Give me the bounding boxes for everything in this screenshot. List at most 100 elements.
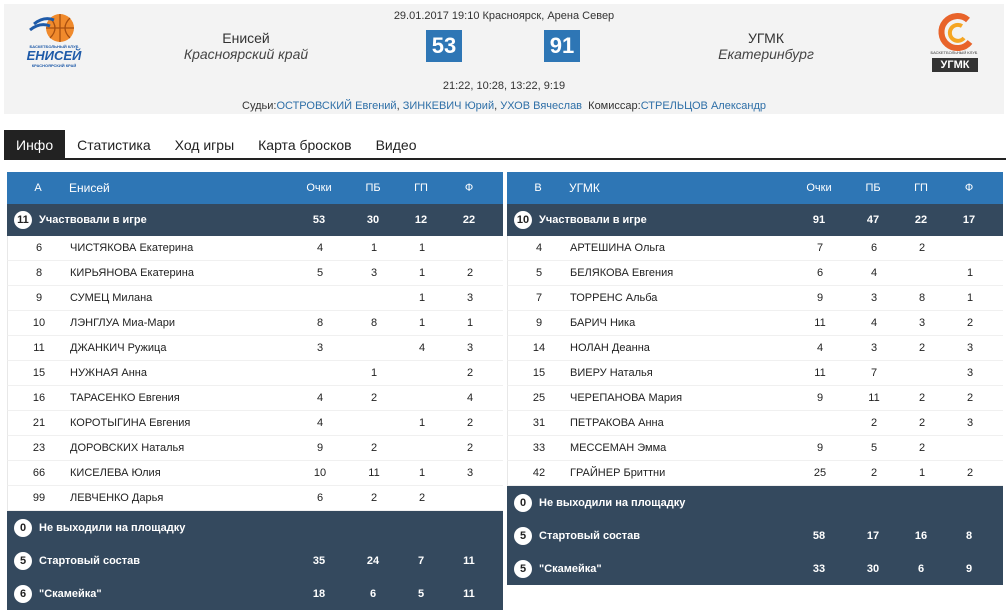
player-name[interactable]: БЕЛЯКОВА Евгения bbox=[570, 267, 674, 279]
player-name[interactable]: ЛЕВЧЕНКО Дарья bbox=[70, 492, 164, 504]
away-logo-caption-top: БАСКЕТБОЛЬНЫЙ КЛУБ bbox=[930, 50, 978, 55]
player-points: 9 bbox=[816, 392, 824, 404]
player-name[interactable]: ПЕТРАКОВА Анна bbox=[570, 417, 664, 429]
player-rebounds: 11 bbox=[868, 392, 880, 404]
team-letter: А bbox=[34, 182, 42, 194]
played-count-badge: 11 bbox=[14, 211, 32, 229]
tab-shot-chart[interactable]: Карта бросков bbox=[258, 137, 352, 153]
player-points: 4 bbox=[316, 417, 324, 429]
player-fouls: 2 bbox=[466, 442, 474, 454]
bench-label: "Скамейка" bbox=[39, 587, 102, 600]
points-header[interactable]: Очки bbox=[306, 182, 332, 194]
fouls-header[interactable]: Ф bbox=[464, 182, 474, 194]
player-name[interactable]: ТОРРЕНС Альба bbox=[570, 292, 658, 304]
player-name[interactable]: ГРАЙНЕР Бриттни bbox=[570, 467, 666, 479]
away-team-logo[interactable]: БАСКЕТБОЛЬНЫЙ КЛУБ УГМК bbox=[924, 10, 984, 74]
player-name[interactable]: КИСЕЛЕВА Юлия bbox=[70, 467, 161, 479]
away-team-name[interactable]: УГМК bbox=[748, 30, 784, 46]
player-row: 8 КИРЬЯНОВА Екатерина 5 3 1 2 bbox=[7, 261, 503, 286]
team-column-header[interactable]: Енисей bbox=[69, 181, 110, 195]
player-points: 4 bbox=[816, 342, 824, 354]
tab-info[interactable]: Инфо bbox=[4, 130, 66, 158]
player-assists: 1 bbox=[418, 267, 426, 279]
points-header[interactable]: Очки bbox=[806, 182, 832, 194]
points-total: 91 bbox=[812, 214, 826, 226]
player-fouls: 2 bbox=[466, 367, 474, 379]
rebounds-total: 30 bbox=[366, 214, 380, 226]
assists-total: 22 bbox=[914, 214, 928, 226]
player-name[interactable]: ТАРАСЕНКО Евгения bbox=[70, 392, 180, 404]
not-played-count-badge: 0 bbox=[14, 518, 32, 537]
player-rebounds: 2 bbox=[870, 417, 878, 429]
team-letter: В bbox=[534, 182, 542, 194]
rebounds-header[interactable]: ПБ bbox=[365, 182, 381, 194]
player-rebounds: 11 bbox=[368, 467, 380, 479]
not-played-row: 0 Не выходили на площадку bbox=[7, 511, 503, 544]
player-list: 4 АРТЕШИНА Ольга 7 6 2 5 БЕЛЯКОВА Евгения 6 4 1 7 Т… bbox=[507, 236, 1003, 486]
player-fouls: 2 bbox=[466, 267, 474, 279]
rebounds-total: 30 bbox=[866, 562, 880, 575]
starters-count-badge: 5 bbox=[514, 526, 532, 545]
player-name[interactable]: АРТЕШИНА Ольга bbox=[570, 242, 666, 254]
assists-header[interactable]: ГП bbox=[914, 182, 928, 194]
player-number: 14 bbox=[532, 342, 546, 354]
player-row: 9 БАРИЧ Ника 11 4 3 2 bbox=[507, 311, 1003, 336]
player-row: 31 ПЕТРАКОВА Анна 2 2 3 bbox=[507, 411, 1003, 436]
player-list: 6 ЧИСТЯКОВА Екатерина 4 1 1 8 КИРЬЯНОВА Екатер… bbox=[7, 236, 503, 511]
game-date-venue: 29.01.2017 19:10 Красноярск, Арена Север bbox=[393, 10, 615, 22]
rebounds-header[interactable]: ПБ bbox=[865, 182, 881, 194]
player-name[interactable]: ДОРОВСКИХ Наталья bbox=[70, 442, 185, 454]
player-assists: 1 bbox=[418, 417, 426, 429]
assists-total: 7 bbox=[417, 554, 425, 567]
period-scores: 21:22, 10:28, 13:22, 9:19 bbox=[442, 80, 566, 92]
assists-header[interactable]: ГП bbox=[414, 182, 428, 194]
assists-total: 12 bbox=[414, 214, 428, 226]
assists-total: 16 bbox=[914, 529, 928, 542]
player-points: 8 bbox=[316, 317, 324, 329]
referee-link[interactable]: УХОВ Вячеслав bbox=[500, 100, 583, 112]
player-fouls: 3 bbox=[466, 342, 474, 354]
player-fouls: 3 bbox=[466, 467, 474, 479]
player-number: 23 bbox=[32, 442, 46, 454]
player-name[interactable]: ДЖАНКИЧ Ружица bbox=[70, 342, 167, 354]
player-row: 66 КИСЕЛЕВА Юлия 10 11 1 3 bbox=[7, 461, 503, 486]
player-assists: 4 bbox=[418, 342, 426, 354]
player-row: 33 МЕССЕМАН Эмма 9 5 2 bbox=[507, 436, 1003, 461]
player-name[interactable]: ЧИСТЯКОВА Екатерина bbox=[70, 242, 194, 254]
tab-video[interactable]: Видео bbox=[375, 137, 417, 153]
player-fouls: 2 bbox=[466, 417, 474, 429]
player-number: 8 bbox=[35, 267, 43, 279]
player-rebounds: 3 bbox=[870, 292, 878, 304]
player-number: 9 bbox=[535, 317, 543, 329]
played-label: Участвовали в игре bbox=[39, 214, 147, 226]
commissioner-link[interactable]: СТРЕЛЬЦОВ Александр bbox=[640, 100, 766, 112]
player-name[interactable]: КОРОТЫГИНА Евгения bbox=[70, 417, 191, 429]
player-name[interactable]: БАРИЧ Ника bbox=[570, 317, 636, 329]
player-name[interactable]: НУЖНАЯ Анна bbox=[70, 367, 147, 379]
player-name[interactable]: НОЛАН Деанна bbox=[570, 342, 650, 354]
player-name[interactable]: ЛЭНГЛУА Миа-Мари bbox=[70, 317, 176, 329]
officials-line: Судьи:ОСТРОВСКИЙ Евгений, ЗИНКЕВИЧ Юрий,… bbox=[242, 100, 766, 112]
player-name[interactable]: КИРЬЯНОВА Екатерина bbox=[70, 267, 194, 279]
player-assists: 3 bbox=[918, 317, 926, 329]
player-row: 9 СУМЕЦ Милана 1 3 bbox=[7, 286, 503, 311]
player-name[interactable]: ВИЕРУ Наталья bbox=[570, 367, 653, 379]
fouls-total: 17 bbox=[962, 214, 976, 226]
player-row: 5 БЕЛЯКОВА Евгения 6 4 1 bbox=[507, 261, 1003, 286]
referee-link[interactable]: ЗИНКЕВИЧ Юрий bbox=[402, 100, 495, 112]
player-points: 10 bbox=[313, 467, 327, 479]
home-team-logo[interactable]: БАСКЕТБОЛЬНЫЙ КЛУБ ЕНИСЕЙ КРАСНОЯРСКИЙ К… bbox=[24, 10, 84, 74]
away-team-table: В УГМК Очки ПБ ГП Ф 10 Участвовали в игре… bbox=[507, 172, 1003, 585]
tab-play-by-play[interactable]: Ход игры bbox=[174, 137, 235, 153]
player-row: 25 ЧЕРЕПАНОВА Мария 9 11 2 2 bbox=[507, 386, 1003, 411]
player-name[interactable]: СУМЕЦ Милана bbox=[70, 292, 153, 304]
fouls-header[interactable]: Ф bbox=[964, 182, 974, 194]
player-name[interactable]: ЧЕРЕПАНОВА Мария bbox=[570, 392, 683, 404]
not-played-label: Не выходили на площадку bbox=[539, 496, 686, 509]
home-team-name[interactable]: Енисей bbox=[222, 30, 270, 46]
points-total: 58 bbox=[812, 529, 826, 542]
team-column-header[interactable]: УГМК bbox=[569, 181, 600, 195]
player-name[interactable]: МЕССЕМАН Эмма bbox=[570, 442, 667, 454]
tab-statistics[interactable]: Статистика bbox=[77, 137, 151, 153]
referee-link[interactable]: ОСТРОВСКИЙ Евгений bbox=[276, 100, 397, 112]
